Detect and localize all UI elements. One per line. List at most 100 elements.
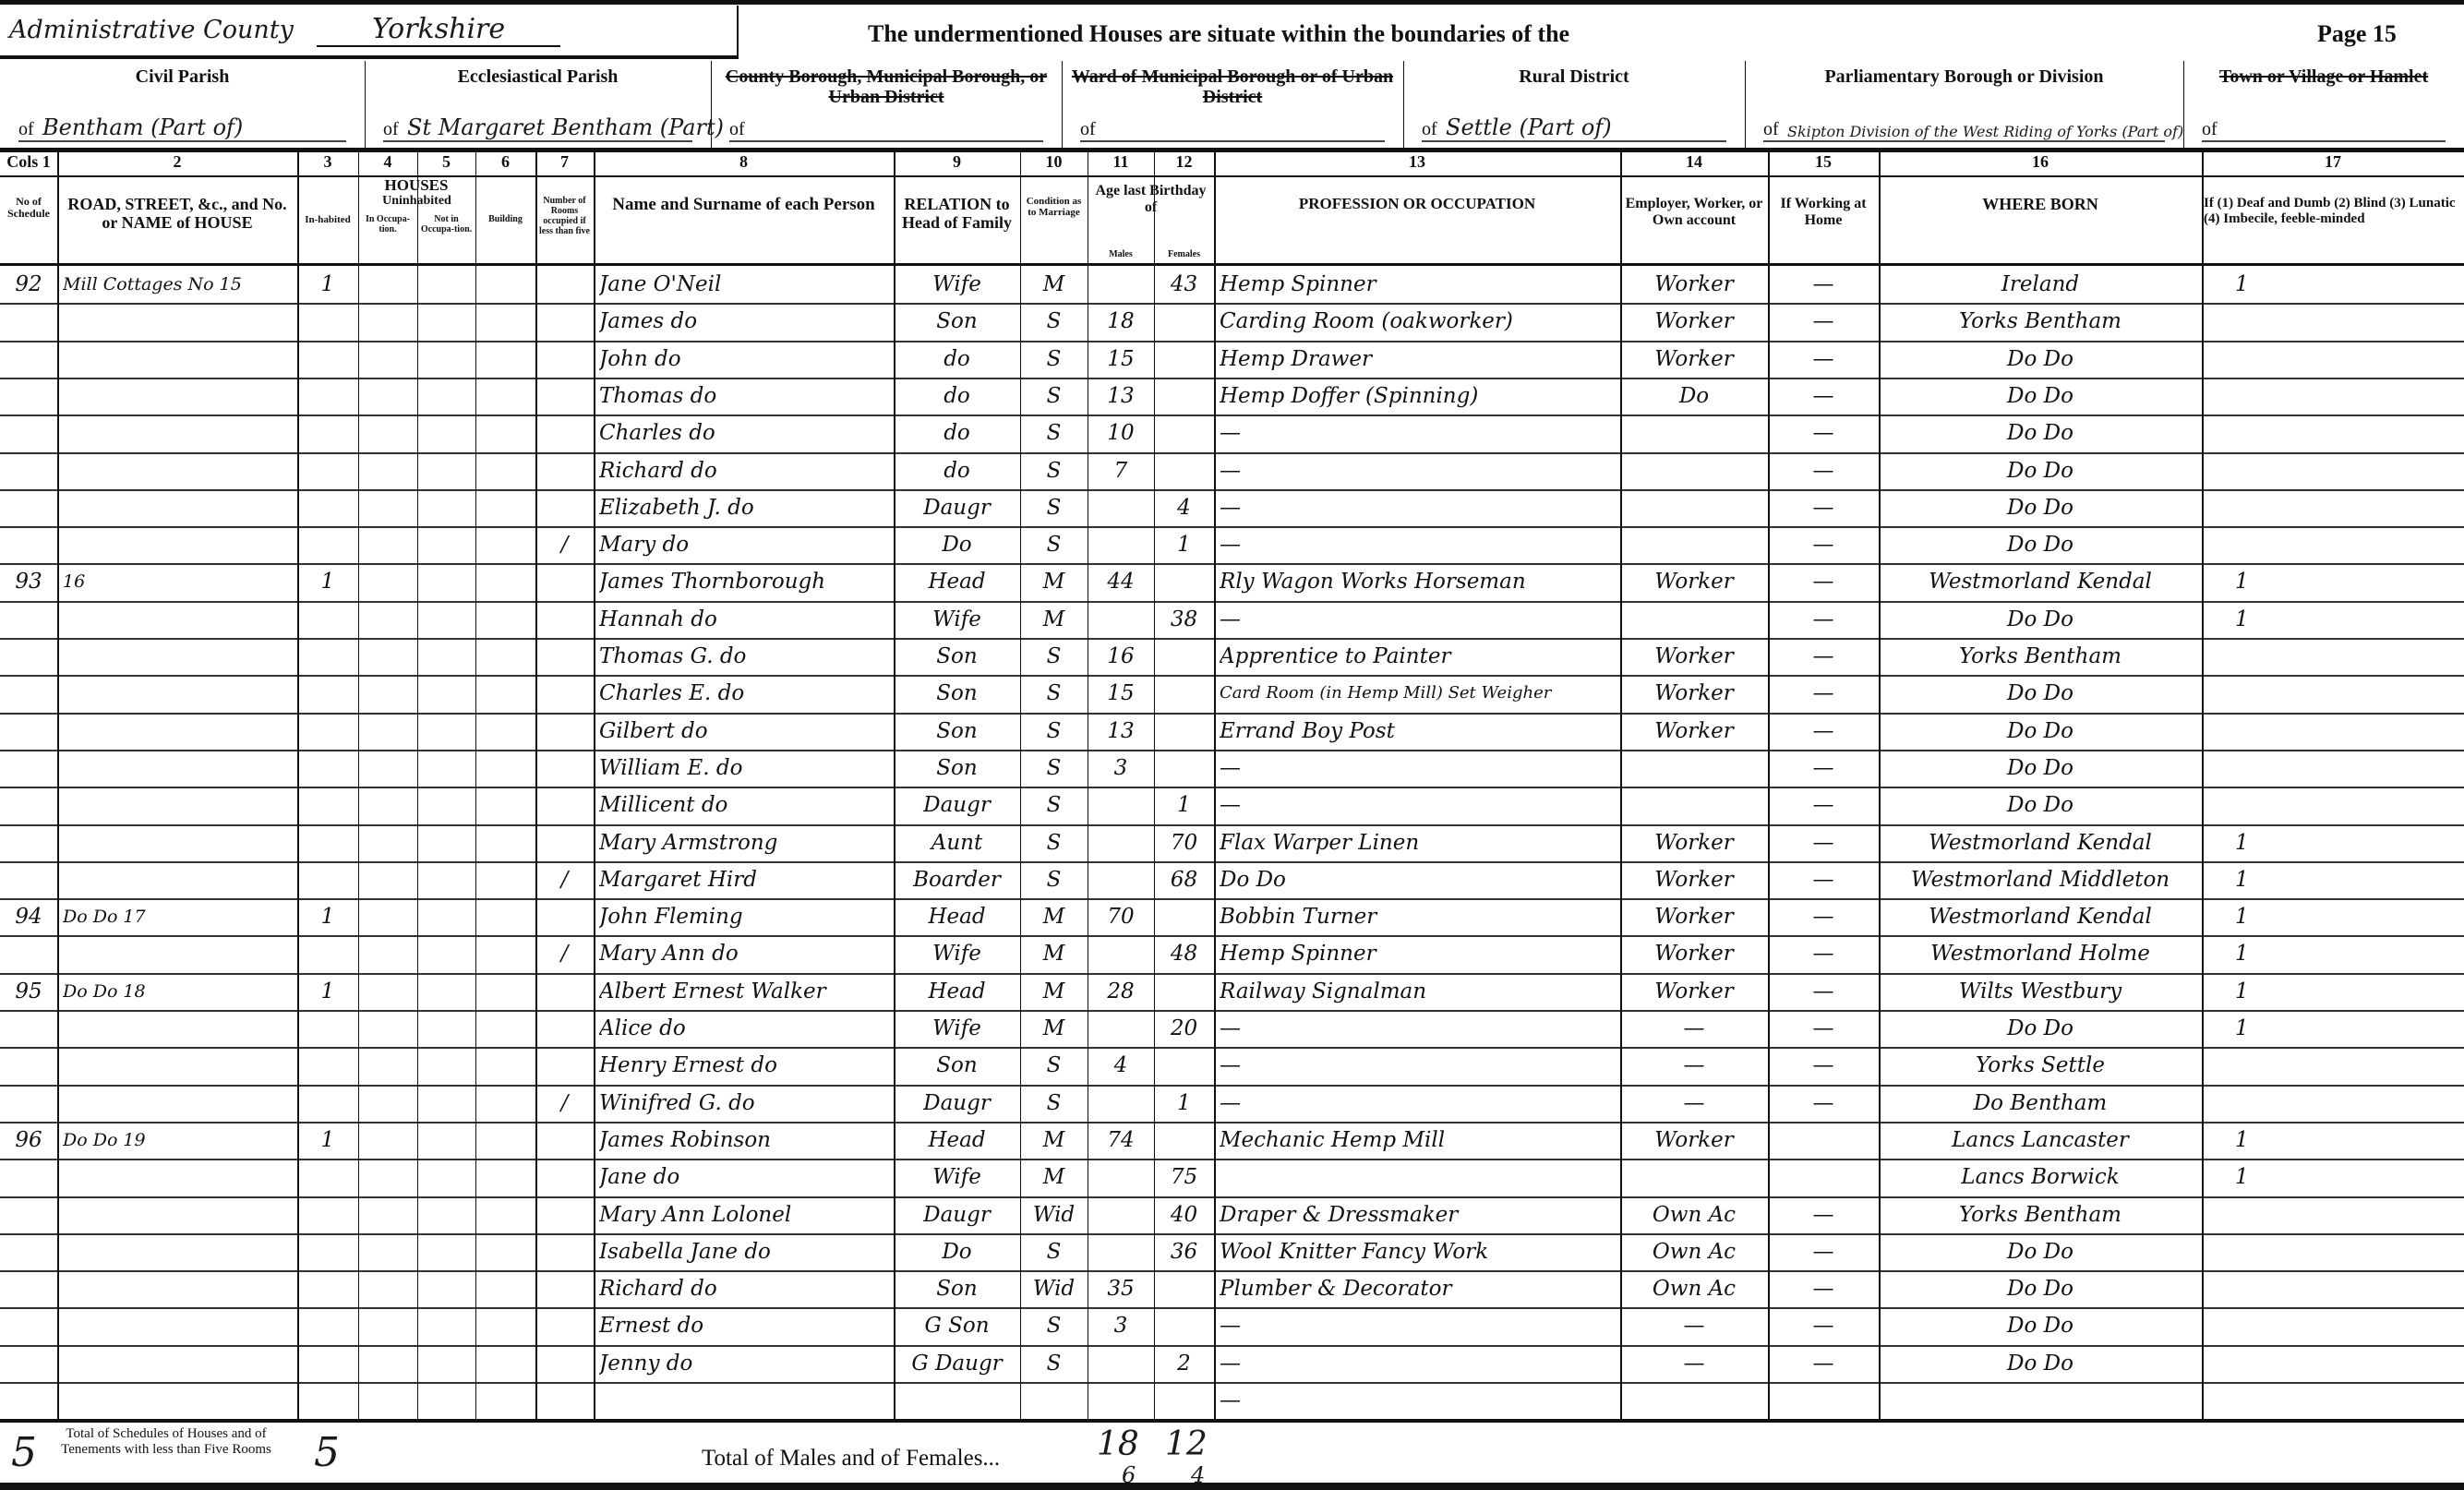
column-divider <box>417 152 418 1419</box>
cell-rel: Head <box>928 979 986 1003</box>
divider <box>1745 61 1746 148</box>
cell-cond: S <box>1046 383 1062 408</box>
table-row: Richard do do S 7 — — Do Do <box>0 452 2464 489</box>
cell-inf: 1 <box>2235 979 2249 1003</box>
cell-inh: 1 <box>320 272 335 296</box>
cell-rel: do <box>944 383 970 408</box>
cell-m: 3 <box>1113 1314 1128 1339</box>
females-total: 12 <box>1165 1425 1208 1463</box>
cell-cond: S <box>1046 458 1062 483</box>
cell-addr: 16 <box>63 571 86 593</box>
district-label: Ward of Municipal Borough or of Urban Di… <box>1071 66 1394 107</box>
cell-rel: Son <box>936 718 978 743</box>
column-divider <box>1154 152 1155 1419</box>
cell-emp: Worker <box>1654 570 1734 595</box>
cell-f: 68 <box>1170 867 1198 892</box>
cell-cond: S <box>1046 718 1062 743</box>
cell-home: — <box>1812 570 1834 595</box>
of-label: of <box>2202 119 2218 139</box>
table-row: 92 Mill Cottages No 15 1 Jane O'Neil Wife M 43… <box>0 266 2464 303</box>
cell-f: 1 <box>1177 793 1191 818</box>
cell-occ: Hemp Drawer <box>1220 346 1372 371</box>
cell-cond: M <box>1042 570 1065 595</box>
cell-rel: Daugr <box>923 495 991 520</box>
row-divider <box>0 860 2464 863</box>
cell-home: — <box>1812 644 1834 668</box>
cell-born: Do Do <box>2007 1016 2073 1040</box>
row-divider <box>0 1344 2464 1347</box>
cell-m: 35 <box>1107 1277 1135 1302</box>
cell-emp: Own Ac <box>1652 1202 1737 1227</box>
column-header: In Occupa-tion. <box>365 214 411 234</box>
cell-occ: — <box>1220 421 1241 446</box>
cell-cond: S <box>1046 1314 1062 1339</box>
cell-emp: Worker <box>1654 718 1734 743</box>
cell-born: Yorks Bentham <box>1959 1202 2121 1227</box>
row-divider <box>0 563 2464 566</box>
column-number: 14 <box>1686 152 1702 171</box>
column-header: In-habited <box>305 214 351 225</box>
cell-m: 70 <box>1107 905 1135 930</box>
cell-occ: — <box>1220 1314 1241 1339</box>
cell-home: — <box>1812 346 1834 371</box>
divider <box>1062 61 1063 148</box>
cell-cond: S <box>1046 1053 1062 1078</box>
cell-inf: 1 <box>2235 1127 2249 1152</box>
cell-occ: Hemp Spinner <box>1220 272 1376 296</box>
district-label: Civil Parish <box>135 66 230 87</box>
age-header: Age last Birthday of <box>1095 183 1207 215</box>
cell-cond: Wid <box>1032 1277 1076 1302</box>
divider <box>0 263 2464 266</box>
cell-f: 36 <box>1170 1239 1198 1264</box>
cell-home: — <box>1812 533 1834 558</box>
column-divider <box>894 152 895 1419</box>
cell-born: Do Do <box>2007 1314 2073 1339</box>
cell-emp: — <box>1683 1351 1705 1376</box>
cell-rel: do <box>944 346 970 371</box>
column-divider <box>358 152 359 1419</box>
cell-m: 16 <box>1107 644 1135 668</box>
cell-m: 4 <box>1113 1053 1128 1078</box>
cell-home: — <box>1812 1277 1834 1302</box>
cell-cond: M <box>1042 607 1065 631</box>
cell-home: — <box>1812 979 1834 1003</box>
cell-rel: Son <box>936 1053 978 1078</box>
cell-name: John Fleming <box>599 905 743 930</box>
cell-born: Do Do <box>2007 681 2073 706</box>
cell-occ: — <box>1220 1388 1241 1412</box>
cell-home: — <box>1812 495 1834 520</box>
cell-occ: — <box>1220 1351 1241 1376</box>
cell-inf: 1 <box>2235 867 2249 892</box>
cell-cond: M <box>1042 942 1065 967</box>
cell-sched: 96 <box>15 1127 42 1152</box>
cell-m: 7 <box>1113 458 1128 483</box>
cell-born: Do Do <box>2007 346 2073 371</box>
cell-emp: — <box>1683 1016 1705 1040</box>
cell-home: — <box>1812 309 1834 334</box>
cell-m: 28 <box>1107 979 1135 1003</box>
cell-m: 13 <box>1107 718 1135 743</box>
divider <box>0 1419 2464 1423</box>
cell-addr: Do Do 18 <box>63 980 146 1002</box>
cell-cond: S <box>1046 830 1062 855</box>
cell-emp: Worker <box>1654 905 1734 930</box>
cell-home: — <box>1812 607 1834 631</box>
females-correction: 4 <box>1191 1462 1206 1488</box>
cell-emp: Do <box>1678 383 1710 408</box>
cell-born: Ireland <box>2001 272 2080 296</box>
cell-f: 70 <box>1170 830 1198 855</box>
of-label: of <box>1763 119 1779 139</box>
column-number: 2 <box>173 152 182 171</box>
column-header: If Working at Home <box>1780 196 1867 228</box>
column-header: ROAD, STREET, &c., and No. or NAME of HO… <box>67 195 287 232</box>
table-row: / Margaret Hird Boarder S 68 Do Do Worker — West… <box>0 861 2464 898</box>
cell-addr: Do Do 17 <box>63 907 146 928</box>
cell-occ: Draper & Dressmaker <box>1220 1202 1459 1227</box>
column-header: WHERE BORN <box>1982 195 2098 213</box>
divider <box>1403 61 1404 148</box>
cell-cond: M <box>1042 979 1065 1003</box>
column-header: Number of Rooms occupied if less than fi… <box>539 196 590 236</box>
cell-occ: Card Room (in Hemp Mill) Set Weigher <box>1220 683 1552 703</box>
of-label: of <box>1080 119 1096 139</box>
column-number: 8 <box>739 152 748 171</box>
